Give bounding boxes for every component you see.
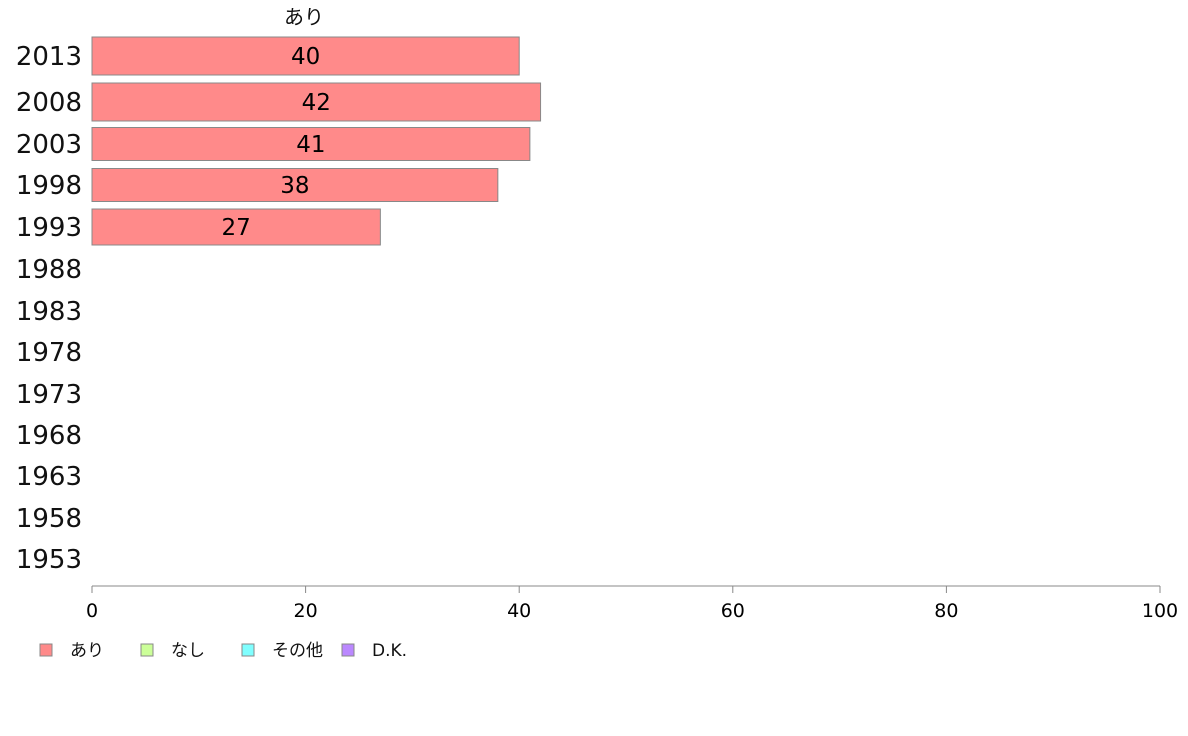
year-label-1968: 1968 (16, 421, 82, 451)
x-tick-label-40: 40 (507, 600, 531, 622)
plot-area: あり 2013 40 2008 42 2003 41 1998 38 1993 27 1988 1983… (16, 5, 542, 575)
bar-label-1993-series-0: 27 (222, 215, 251, 241)
year-label-2013: 2013 (16, 42, 82, 72)
bar-label-2003-series-0: 41 (296, 132, 325, 158)
x-tick-label-20: 20 (294, 600, 318, 622)
bar-1993-series-0 (91, 208, 381, 246)
x-tick-label-0: 0 (86, 600, 98, 622)
year-label-2008: 2008 (16, 88, 82, 118)
x-tick-label-80: 80 (934, 600, 958, 622)
year-label-1963: 1963 (16, 462, 82, 492)
legend-swatch-0 (39, 643, 53, 657)
x-tick-label-60: 60 (721, 600, 745, 622)
year-label-1998: 1998 (16, 171, 82, 201)
x-axis: 0 20 40 60 80 100 (86, 585, 1178, 622)
year-label-1973: 1973 (16, 380, 82, 410)
bar-label-2013-series-0: 40 (291, 44, 320, 70)
year-label-1953: 1953 (16, 545, 82, 575)
year-label-1983: 1983 (16, 297, 82, 327)
legend-swatch-3 (341, 643, 355, 657)
year-label-2003: 2003 (16, 130, 82, 160)
bar-2008-series-0 (91, 82, 542, 122)
year-label-1978: 1978 (16, 338, 82, 368)
x-tick-label-100: 100 (1142, 600, 1178, 622)
legend-label-3: D.K. (372, 641, 407, 661)
legend-label-1: なし (171, 641, 205, 661)
legend: あり なし その他 D.K. (39, 641, 407, 661)
legend-label-0: あり (70, 641, 104, 661)
legend-swatch-1 (140, 643, 154, 657)
legend-label-2: その他 (272, 641, 323, 661)
year-label-1958: 1958 (16, 504, 82, 534)
bar-2003-series-0 (91, 127, 531, 161)
bar-label-1998-series-0: 38 (280, 173, 309, 199)
legend-swatch-2 (241, 643, 255, 657)
column-title: あり (284, 5, 324, 29)
bar-2013-series-0 (91, 36, 520, 76)
year-label-1993: 1993 (16, 213, 82, 243)
year-label-1988: 1988 (16, 255, 82, 285)
bar-1998-series-0 (91, 168, 499, 202)
bar-label-2008-series-0: 42 (302, 90, 331, 116)
